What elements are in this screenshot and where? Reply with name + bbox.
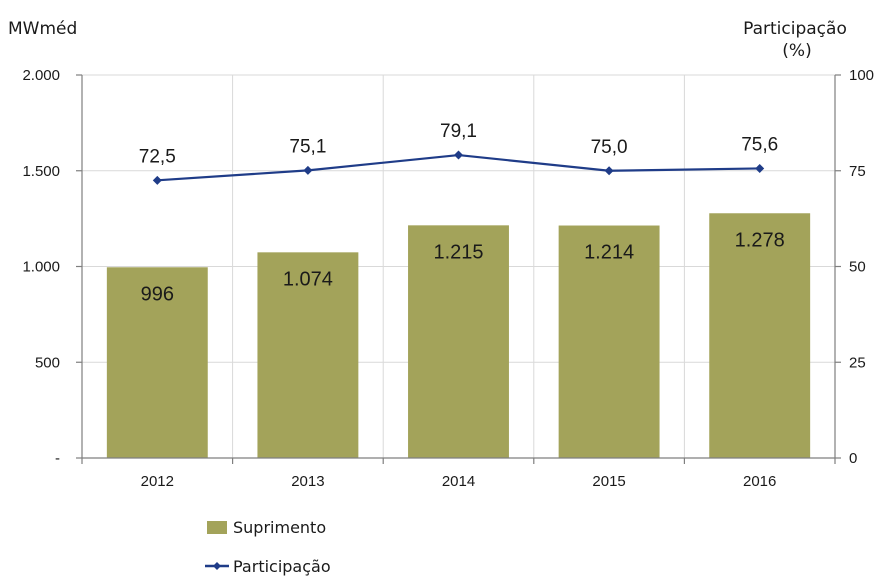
bar bbox=[709, 213, 811, 458]
left-axis-title: MWméd bbox=[8, 19, 77, 39]
x-tick-label: 2016 bbox=[743, 473, 776, 490]
left-tick-label: 1.500 bbox=[22, 163, 60, 180]
legend-label-line: Participação bbox=[233, 557, 331, 576]
line-point bbox=[604, 166, 614, 176]
legend-swatch-bar bbox=[207, 521, 227, 534]
right-tick-label: 100 bbox=[849, 67, 874, 84]
line-series bbox=[152, 150, 765, 185]
right-axis-title: Participação bbox=[743, 19, 847, 39]
bar bbox=[106, 267, 208, 458]
left-tick-label: - bbox=[55, 450, 60, 467]
left-tick-label: 1.000 bbox=[22, 259, 60, 276]
left-tick-label: 2.000 bbox=[22, 67, 60, 84]
bar bbox=[408, 225, 509, 458]
bar-value-label: 1.214 bbox=[584, 242, 634, 264]
line-point bbox=[152, 175, 162, 185]
right-axis-unit: (%) bbox=[782, 41, 811, 61]
legend-marker bbox=[213, 562, 221, 570]
legend: Suprimento Participação bbox=[205, 518, 331, 576]
bar-value-label: 1.215 bbox=[433, 241, 483, 263]
point-value-label: 72,5 bbox=[139, 146, 176, 167]
x-tick-label: 2012 bbox=[141, 473, 174, 490]
point-value-label: 79,1 bbox=[440, 121, 477, 142]
x-tick-label: 2014 bbox=[442, 473, 475, 490]
bar-value-label: 1.074 bbox=[283, 268, 333, 290]
left-tick-label: 500 bbox=[35, 354, 60, 371]
point-value-label: 75,6 bbox=[741, 134, 778, 155]
legend-label-bar: Suprimento bbox=[233, 518, 326, 537]
axes: - 500 1.000 1.500 2.000 0 25 50 75 100 2012 2013 201… bbox=[22, 67, 874, 490]
right-tick-label: 50 bbox=[849, 259, 866, 276]
bar-value-label: 1.278 bbox=[735, 229, 785, 251]
line-point bbox=[755, 163, 765, 173]
point-value-label: 75,0 bbox=[591, 137, 628, 158]
point-value-label: 75,1 bbox=[289, 136, 326, 157]
bars bbox=[106, 213, 811, 458]
x-tick-label: 2013 bbox=[291, 473, 324, 490]
right-tick-label: 25 bbox=[849, 354, 866, 371]
bar-value-label: 996 bbox=[141, 283, 174, 305]
bar bbox=[257, 252, 359, 458]
data-labels: 996 1.074 1.215 1.214 1.278 72,5 75,1 79,1 75,0 7… bbox=[139, 121, 785, 305]
bar bbox=[558, 225, 660, 458]
right-tick-label: 75 bbox=[849, 163, 866, 180]
right-tick-label: 0 bbox=[849, 450, 857, 467]
line-point bbox=[454, 150, 463, 160]
x-tick-label: 2015 bbox=[592, 473, 625, 490]
line-point bbox=[303, 165, 313, 175]
